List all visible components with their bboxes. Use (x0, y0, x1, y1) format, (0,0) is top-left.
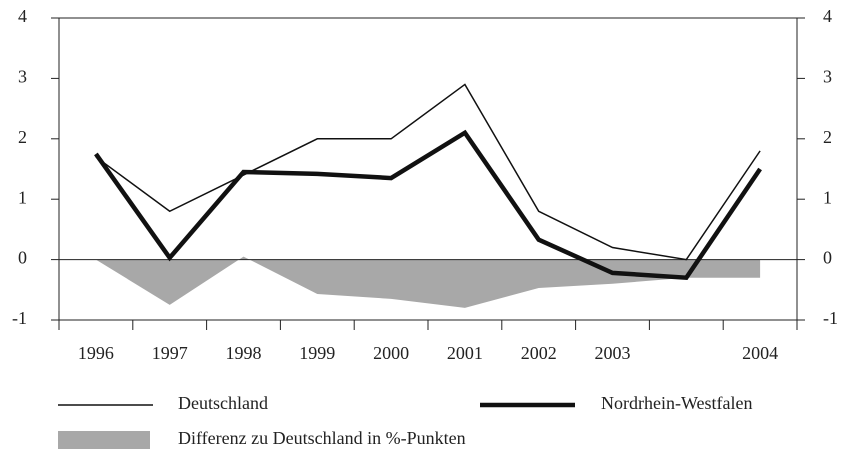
x-tick-label: 2004 (742, 343, 778, 363)
x-tick-label: 2003 (595, 343, 631, 363)
y2-tick-label: 2 (823, 127, 832, 147)
x-tick-label: 1998 (226, 343, 262, 363)
plot-area (59, 83, 797, 308)
y-tick-label: 1 (18, 187, 27, 207)
y2-tick-label: 1 (823, 187, 832, 207)
y2-tick-label: 4 (823, 6, 832, 26)
x-tick-label: 1999 (299, 343, 335, 363)
y2-tick-label: -1 (823, 308, 838, 328)
y-tick-label: 2 (18, 127, 27, 147)
legend-swatch (58, 431, 150, 449)
x-tick-label: 1996 (78, 343, 114, 363)
y2-tick-label: 3 (823, 67, 832, 87)
x-tick-label: 2002 (521, 343, 557, 363)
y-tick-label: 3 (18, 67, 27, 87)
y2-tick-label: 0 (823, 248, 832, 268)
difference-area (95, 256, 761, 308)
y-tick-label: 0 (18, 248, 27, 268)
legend-label: Nordrhein-Westfalen (601, 393, 753, 413)
y-tick-label: 4 (18, 6, 27, 26)
series-line (95, 83, 761, 261)
series-line (94, 129, 762, 281)
legend-label: Differenz zu Deutschland in %-Punkten (178, 428, 466, 448)
x-tick-label: 2001 (447, 343, 483, 363)
y-tick-label: -1 (12, 308, 27, 328)
legend-label: Deutschland (178, 393, 268, 413)
x-tick-label: 1997 (152, 343, 188, 363)
x-tick-label: 2000 (373, 343, 409, 363)
